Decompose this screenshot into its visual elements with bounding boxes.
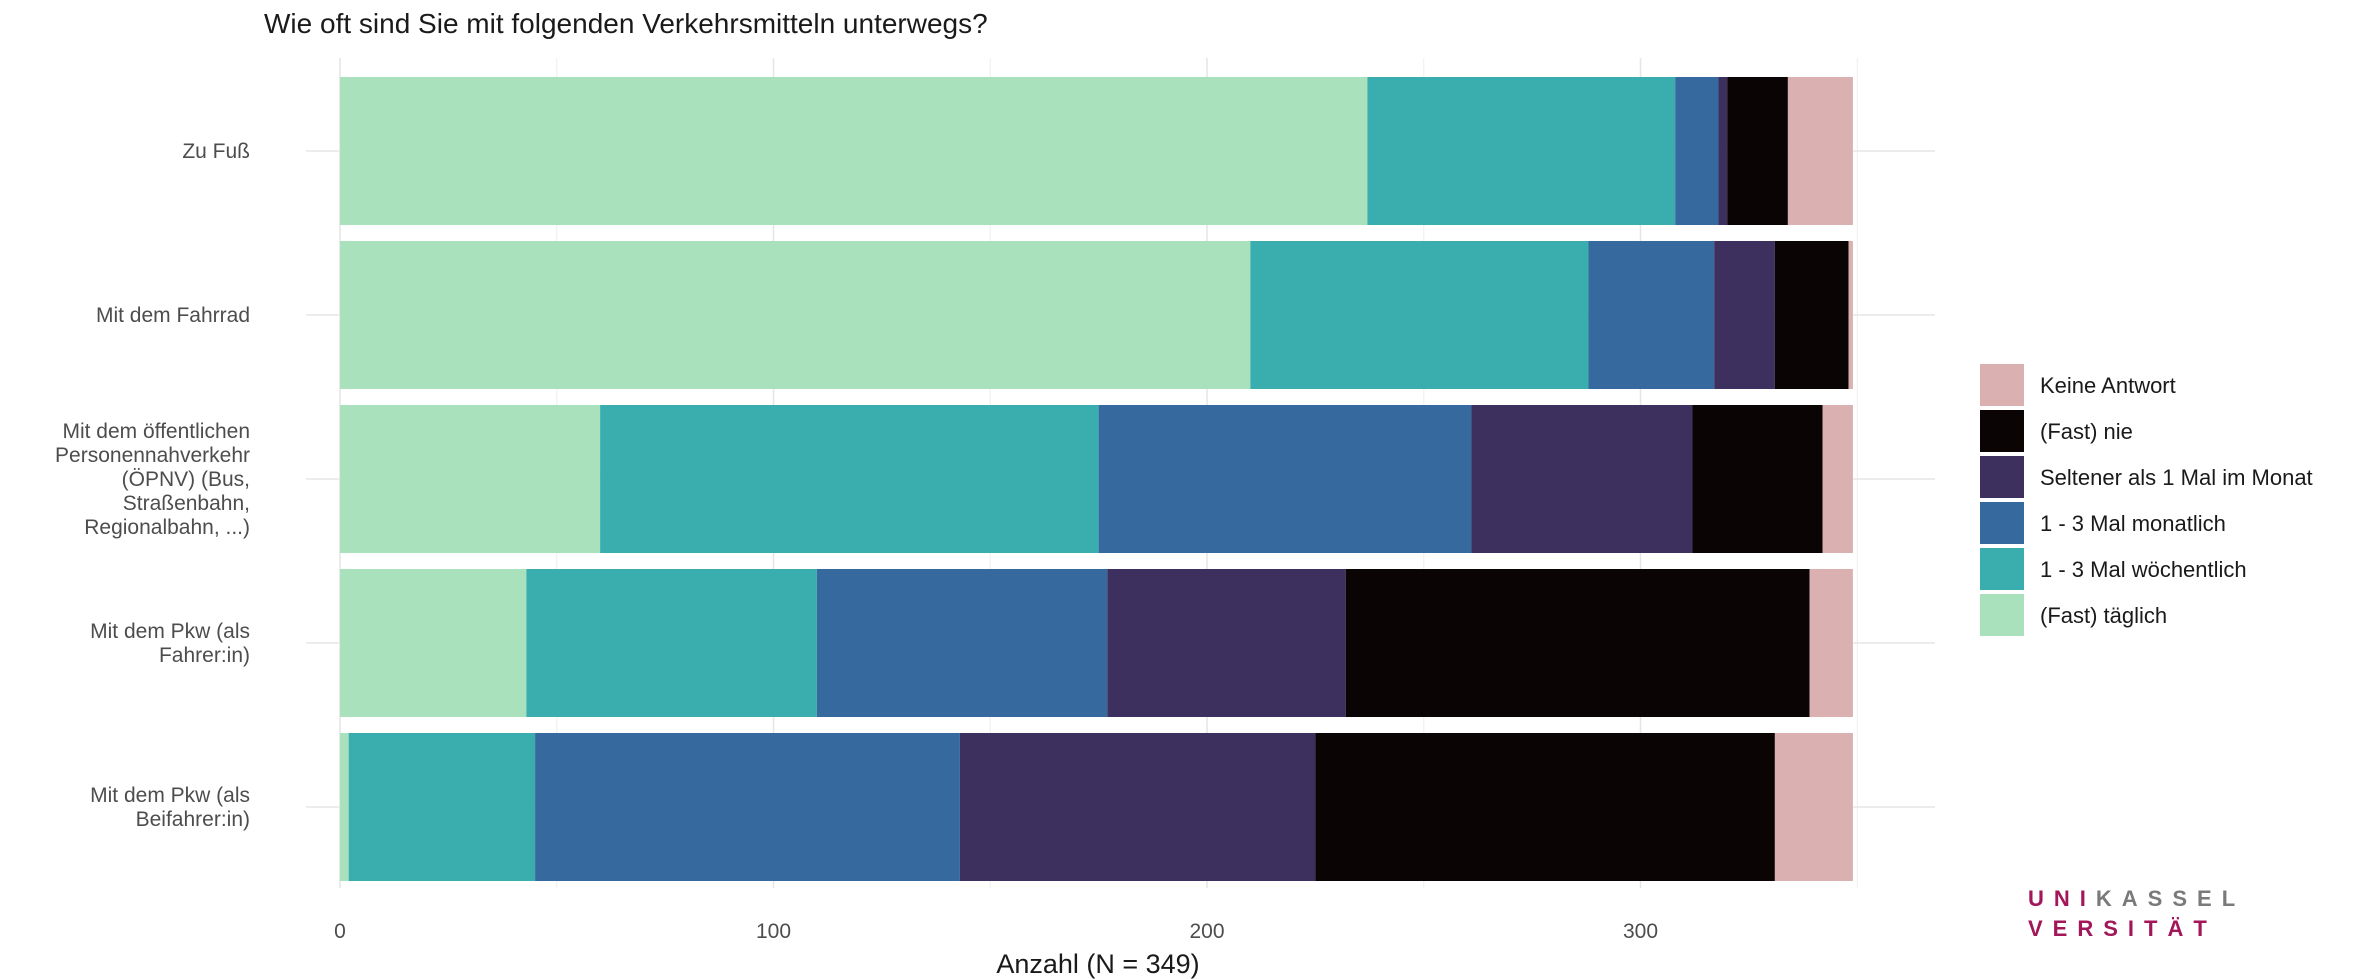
category-label: Mit dem Pkw (als Beifahrer:in) <box>90 784 250 831</box>
bar-segment <box>1727 77 1788 225</box>
bars <box>340 77 1853 881</box>
bar-segment <box>1822 405 1853 553</box>
bar-segment <box>959 733 1316 881</box>
bar-segment <box>600 405 1099 553</box>
category-label: Zu Fuß <box>182 140 250 163</box>
x-tick-label: 0 <box>334 920 346 943</box>
legend-label: Seltener als 1 Mal im Monat <box>2040 465 2313 490</box>
category-label: Mit dem Fahrrad <box>96 304 250 327</box>
bar-segment <box>526 569 817 717</box>
legend-label: Keine Antwort <box>2040 373 2176 398</box>
category-labels: Zu Fuß Mit dem Fahrrad Mit dem öffentliche… <box>55 140 250 831</box>
chart-title: Wie oft sind Sie mit folgenden Verkehrsm… <box>264 8 988 39</box>
bar-segment <box>1315 733 1775 881</box>
bar-segment <box>340 733 349 881</box>
legend-label: (Fast) täglich <box>2040 603 2167 628</box>
bar-segment <box>1714 241 1775 389</box>
logo-uni: UNI <box>2028 886 2096 911</box>
bar-segment <box>340 405 601 553</box>
bar-segment <box>1675 77 1719 225</box>
bar-segment <box>1471 405 1693 553</box>
bar-segment <box>1809 569 1853 717</box>
bar-segment <box>1345 569 1810 717</box>
legend: Keine Antwort (Fast) nie Seltener als 1 Ma… <box>1980 364 2313 636</box>
bar-segment <box>340 77 1368 225</box>
legend-swatch <box>1980 594 2024 636</box>
legend-swatch <box>1980 364 2024 406</box>
logo-kassel: KASSEL <box>2095 886 2246 911</box>
x-axis-title: Anzahl (N = 349) <box>996 949 1199 979</box>
bar-segment <box>1098 405 1472 553</box>
bar-segment <box>1588 241 1715 389</box>
legend-label: 1 - 3 Mal wöchentlich <box>2040 557 2247 582</box>
bar-segment <box>1367 77 1676 225</box>
x-tick-labels: 0 100 200 300 <box>334 920 1658 943</box>
category-label: Mit dem öffentlichen Personennahverkehr (Ö… <box>55 420 250 539</box>
x-tick-label: 300 <box>1623 920 1658 943</box>
legend-label: (Fast) nie <box>2040 419 2133 444</box>
category-label: Mit dem Pkw (als Fahrer:in) <box>90 620 250 667</box>
bar-segment <box>1718 77 1728 225</box>
x-tick-label: 200 <box>1189 920 1224 943</box>
bar-segment <box>1787 77 1853 225</box>
logo-versitaet: VERSITÄT <box>2028 916 2217 941</box>
bar-segment <box>535 733 960 881</box>
bar-segment <box>1774 733 1853 881</box>
bar-segment <box>1250 241 1589 389</box>
university-logo: UNIKASSEL VERSITÄT <box>2028 884 2245 944</box>
bar-segment <box>1692 405 1823 553</box>
bar-segment <box>1107 569 1346 717</box>
bar-segment <box>816 569 1108 717</box>
bar-segment <box>348 733 536 881</box>
legend-swatch <box>1980 502 2024 544</box>
bar-segment <box>1848 241 1853 389</box>
bar-segment <box>340 241 1251 389</box>
legend-label: 1 - 3 Mal monatlich <box>2040 511 2226 536</box>
bar-segment <box>340 569 527 717</box>
legend-swatch <box>1980 410 2024 452</box>
x-tick-label: 100 <box>756 920 791 943</box>
bar-segment <box>1774 241 1849 389</box>
legend-swatch <box>1980 456 2024 498</box>
legend-swatch <box>1980 548 2024 590</box>
